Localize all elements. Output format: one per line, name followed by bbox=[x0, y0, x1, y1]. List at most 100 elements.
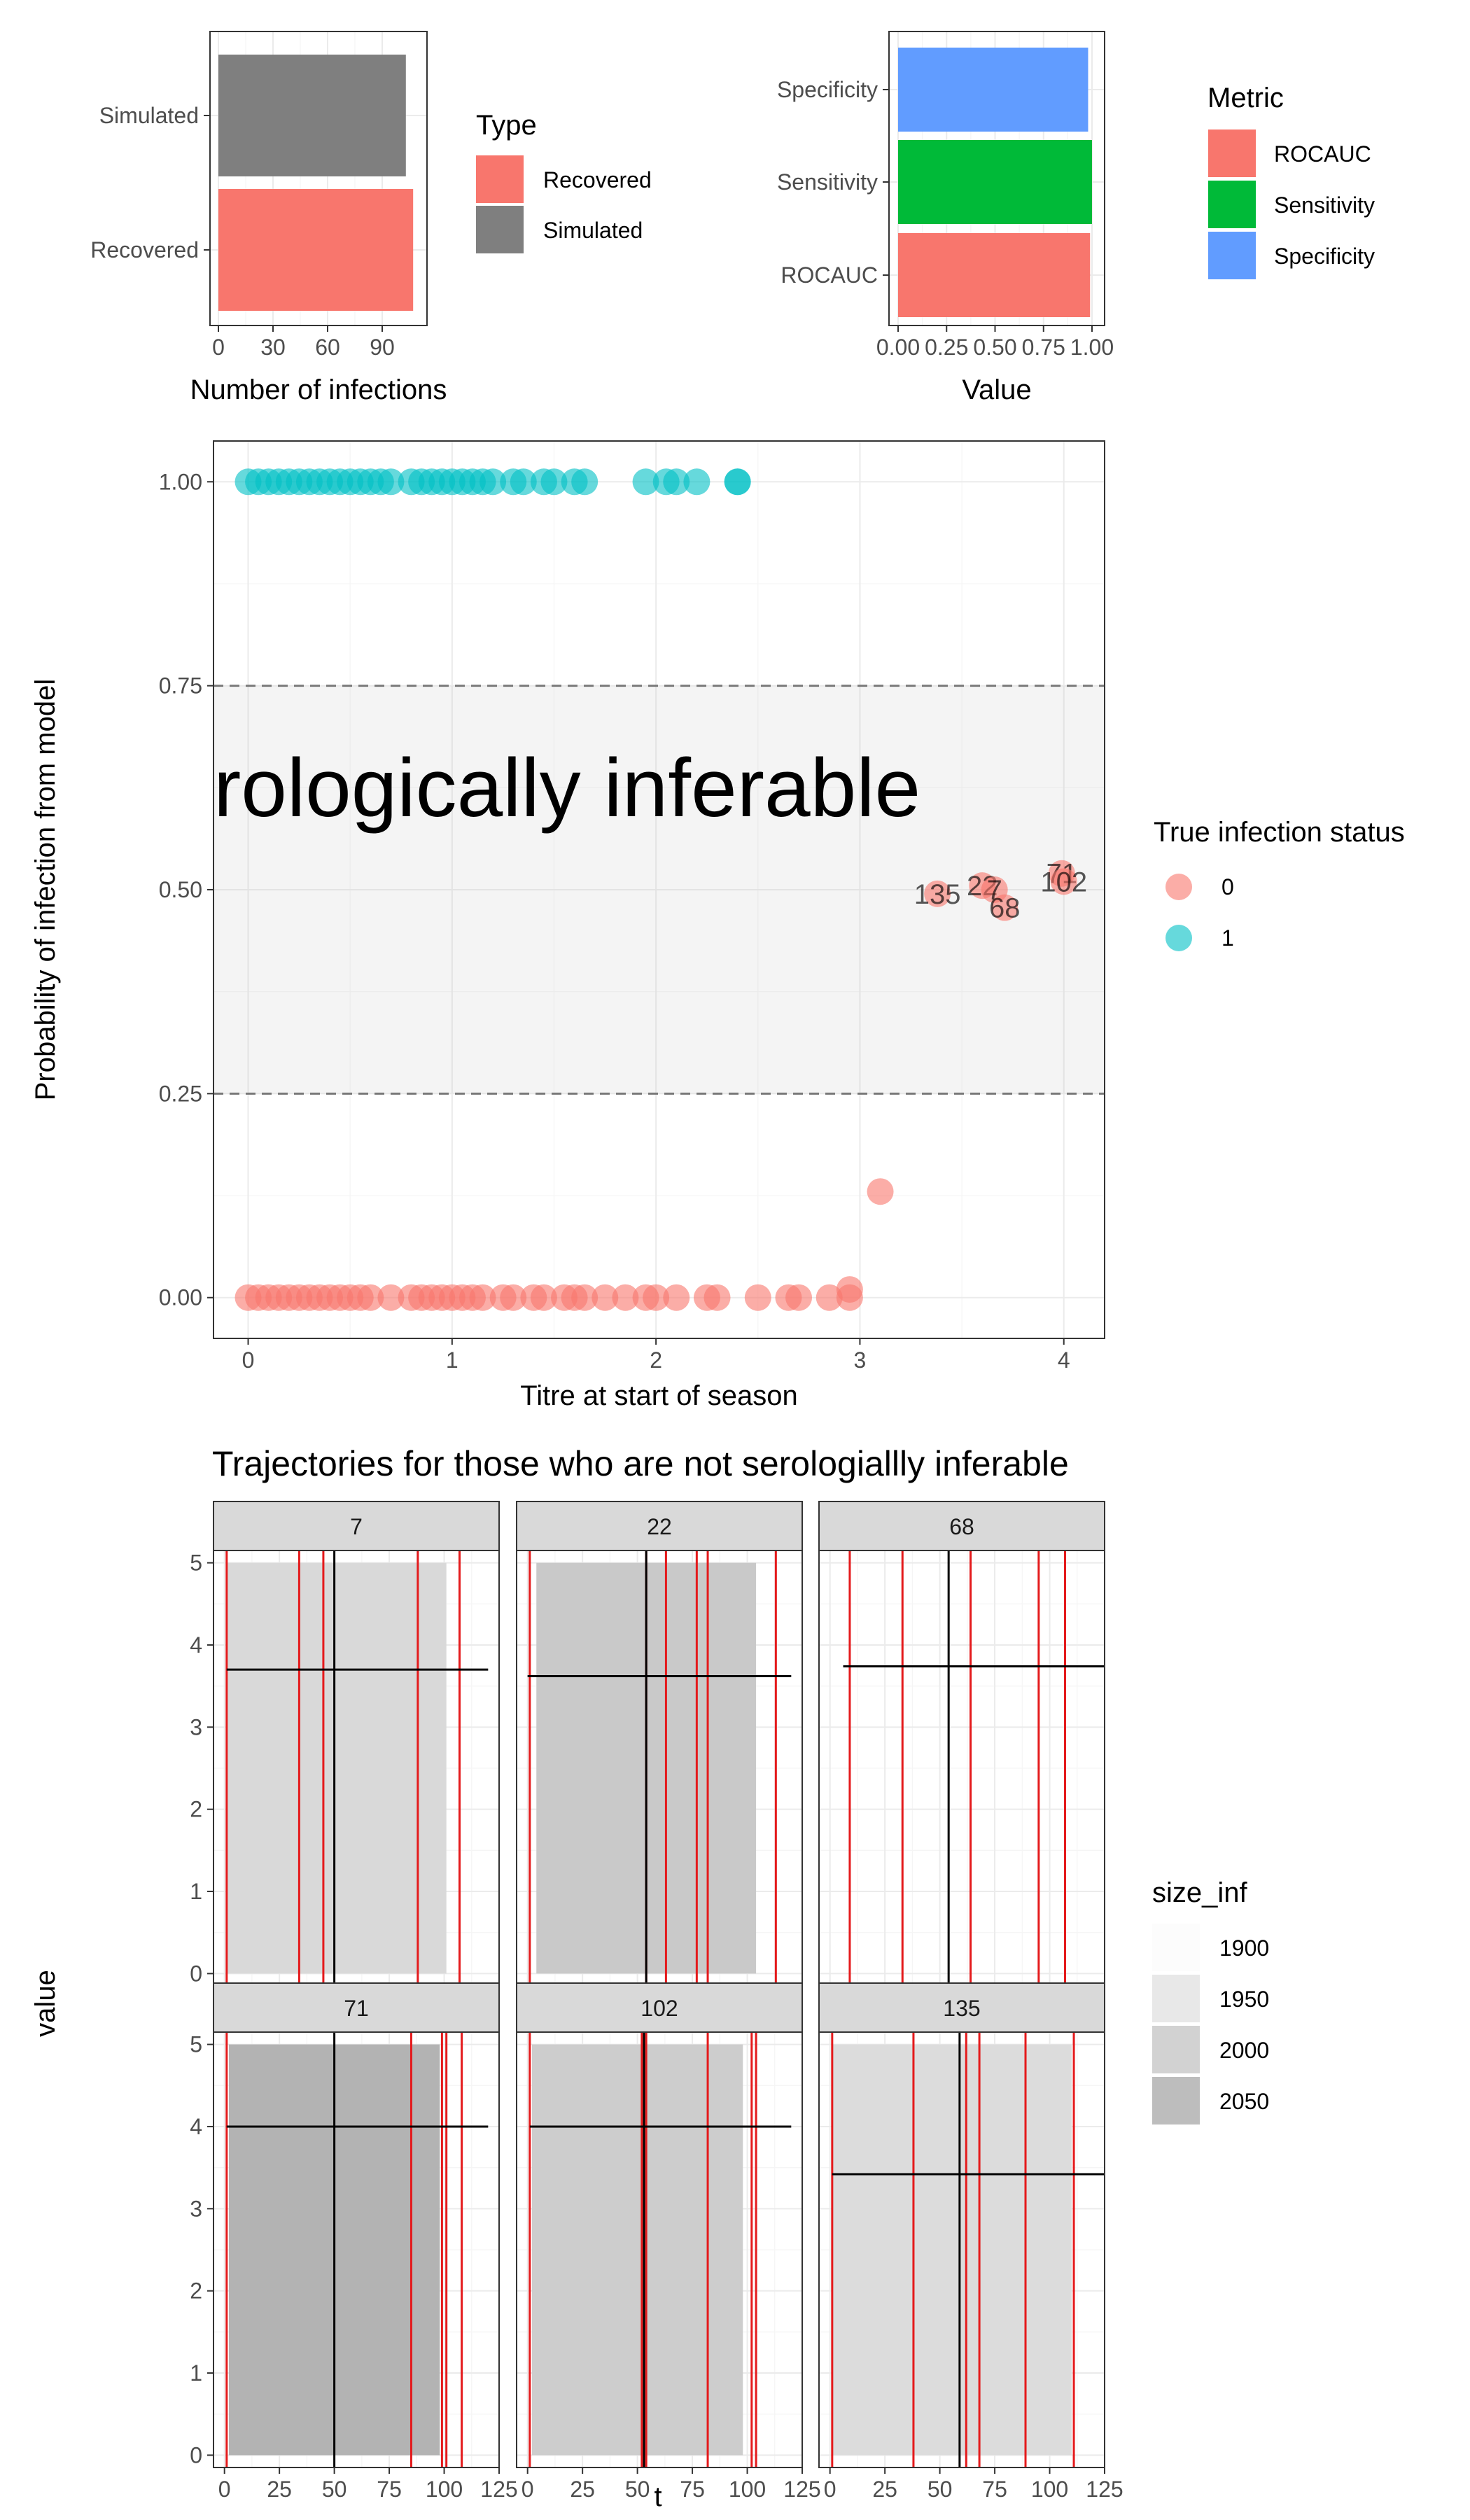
x-tick-label: 125 bbox=[783, 2477, 820, 2502]
data-point bbox=[377, 1284, 405, 1311]
facet-102: 102 0 25 50 75 100 125 bbox=[516, 1982, 821, 2502]
uncertain-band bbox=[214, 685, 1105, 1094]
x-tick-label: 0 bbox=[218, 2477, 231, 2502]
x-tick-label: 125 bbox=[1086, 2477, 1123, 2502]
y-tick-label: Recovered bbox=[90, 237, 199, 262]
facet-7: 7 0 1 2 3 4 5 bbox=[190, 1501, 500, 1987]
x-tick-label: 0.75 bbox=[1022, 335, 1065, 360]
strip-label: 22 bbox=[647, 1514, 672, 1539]
data-point bbox=[724, 468, 751, 496]
x-tick-label: 0.00 bbox=[876, 335, 920, 360]
x-axis-title: Titre at start of season bbox=[520, 1380, 797, 1411]
bar bbox=[898, 48, 1088, 132]
y-tick-label: Simulated bbox=[99, 103, 199, 128]
x-tick-label: 0 bbox=[522, 2477, 534, 2502]
strip bbox=[213, 1982, 500, 2033]
point-label: 102 bbox=[1040, 867, 1087, 897]
x-tick-label: 60 bbox=[315, 335, 340, 360]
legend-label: Simulated bbox=[543, 218, 643, 243]
x-tick-label: 100 bbox=[426, 2477, 463, 2502]
panel-frame bbox=[888, 31, 1105, 326]
strip-label: 7 bbox=[350, 1514, 363, 1539]
x-tick-label: 3 bbox=[854, 1348, 867, 1373]
x-tick-label: 75 bbox=[680, 2477, 705, 2502]
legend-label: Sensitivity bbox=[1274, 192, 1375, 218]
data-point bbox=[510, 468, 537, 496]
x-tick-label: 1 bbox=[446, 1348, 458, 1373]
y-tick-label: 2 bbox=[190, 2278, 202, 2304]
data-point bbox=[836, 1284, 863, 1311]
x-tick-label: 2 bbox=[650, 1348, 662, 1373]
data-point bbox=[571, 1284, 598, 1311]
x-tick-label: 100 bbox=[729, 2477, 766, 2502]
x-axis-title: t bbox=[654, 2482, 662, 2512]
legend-key bbox=[1152, 2026, 1200, 2073]
y-axis-title: Probability of infection from model bbox=[30, 679, 61, 1101]
y-tick-label: 5 bbox=[190, 1550, 202, 1576]
panel-frame bbox=[516, 2031, 803, 2468]
data-point bbox=[540, 468, 568, 496]
y-tick-label: 0 bbox=[190, 2442, 202, 2468]
data-point bbox=[744, 1284, 771, 1311]
x-tick-label: 25 bbox=[267, 2477, 292, 2502]
data-point bbox=[479, 468, 507, 496]
x-tick-label: 75 bbox=[982, 2477, 1007, 2502]
legend-key bbox=[1166, 925, 1192, 951]
y-tick-label: 1.00 bbox=[159, 469, 202, 494]
y-tick-label: 5 bbox=[190, 2032, 202, 2057]
bar bbox=[218, 189, 414, 311]
legend-key bbox=[1208, 130, 1256, 177]
data-point bbox=[643, 1284, 670, 1311]
legend-key bbox=[1208, 232, 1256, 279]
scatter-panel: 1352276871102rologically inferable012340… bbox=[30, 440, 1405, 1411]
panel-frame bbox=[209, 31, 428, 326]
trajectories-panel: Trajectories for those who are not serol… bbox=[30, 1444, 1269, 2512]
size-band bbox=[226, 1562, 447, 1974]
panel-frame bbox=[213, 2031, 500, 2468]
facet-22: 22 bbox=[516, 1501, 803, 1987]
data-point bbox=[500, 1284, 527, 1311]
y-tick-label: 1 bbox=[190, 2360, 202, 2386]
legend-label: ROCAUC bbox=[1274, 141, 1371, 167]
data-point bbox=[683, 468, 710, 496]
data-point bbox=[785, 1284, 813, 1311]
x-tick-label: 0.50 bbox=[973, 335, 1016, 360]
data-point bbox=[663, 1284, 690, 1311]
data-point bbox=[377, 468, 405, 496]
y-tick-label: Specificity bbox=[777, 77, 878, 102]
legend-key bbox=[1166, 874, 1192, 900]
legend-label: 1 bbox=[1222, 925, 1234, 951]
legend-label: 2000 bbox=[1219, 2038, 1269, 2063]
legend-key bbox=[1208, 181, 1256, 228]
x-axis-title: Value bbox=[962, 374, 1031, 405]
legend-title: True infection status bbox=[1154, 817, 1405, 848]
y-tick-label: 3 bbox=[190, 2196, 202, 2221]
x-tick-label: 0 bbox=[212, 335, 225, 360]
data-point bbox=[632, 468, 659, 496]
x-tick-label: 125 bbox=[480, 2477, 517, 2502]
data-point bbox=[704, 1284, 731, 1311]
infections-panel: Simulated Recovered 0 30 60 90 Number of infec… bbox=[90, 31, 652, 405]
data-point bbox=[530, 1284, 557, 1311]
legend-label: 2050 bbox=[1219, 2089, 1269, 2114]
y-tick-label: 0.50 bbox=[159, 877, 202, 902]
x-tick-label: 100 bbox=[1031, 2477, 1068, 2502]
legend-key bbox=[1152, 1924, 1200, 1971]
legend-key bbox=[1152, 2077, 1200, 2124]
y-tick-label: Sensitivity bbox=[777, 169, 878, 195]
y-tick-label: 2 bbox=[190, 1797, 202, 1822]
point-label: 68 bbox=[989, 893, 1021, 924]
x-tick-label: 75 bbox=[377, 2477, 402, 2502]
y-tick-label: 1 bbox=[190, 1879, 202, 1904]
data-point bbox=[924, 880, 951, 907]
legend-key bbox=[1152, 1975, 1200, 2022]
legend-title: Metric bbox=[1208, 83, 1284, 113]
size-band bbox=[531, 2044, 743, 2456]
x-tick-label: 30 bbox=[260, 335, 286, 360]
legend-key bbox=[476, 206, 524, 253]
x-tick-label: 90 bbox=[370, 335, 395, 360]
strip-label: 102 bbox=[640, 1996, 678, 2021]
data-point bbox=[469, 1284, 496, 1311]
strip-label: 71 bbox=[344, 1996, 369, 2021]
legend-label: Recovered bbox=[543, 167, 652, 192]
